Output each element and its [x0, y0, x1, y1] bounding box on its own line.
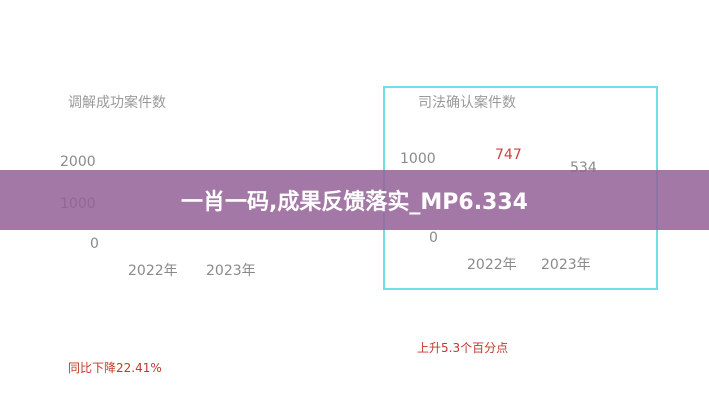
x-tick-label: 2023年: [541, 257, 591, 273]
panel-title: 调解成功案件数: [68, 95, 166, 111]
panel-note: 上升5.3个百分点: [417, 341, 509, 355]
x-tick-label: 2022年: [128, 263, 178, 279]
x-tick-label: 2022年: [467, 257, 517, 273]
x-tick-label: 2023年: [206, 263, 256, 279]
y-tick-label: 1000: [400, 151, 436, 167]
banner-title: 一肖一码,成果反馈落实_MP6.334: [181, 190, 528, 215]
panel-note: 同比下降22.41%: [68, 361, 162, 375]
panel-title: 司法确认案件数: [418, 95, 516, 111]
banner: 一肖一码,成果反馈落实_MP6.334: [0, 170, 709, 230]
y-tick-label: 0: [90, 236, 99, 252]
y-tick-label: 0: [429, 230, 438, 246]
y-tick-label: 2000: [60, 154, 96, 170]
value-label: 747: [495, 147, 522, 163]
